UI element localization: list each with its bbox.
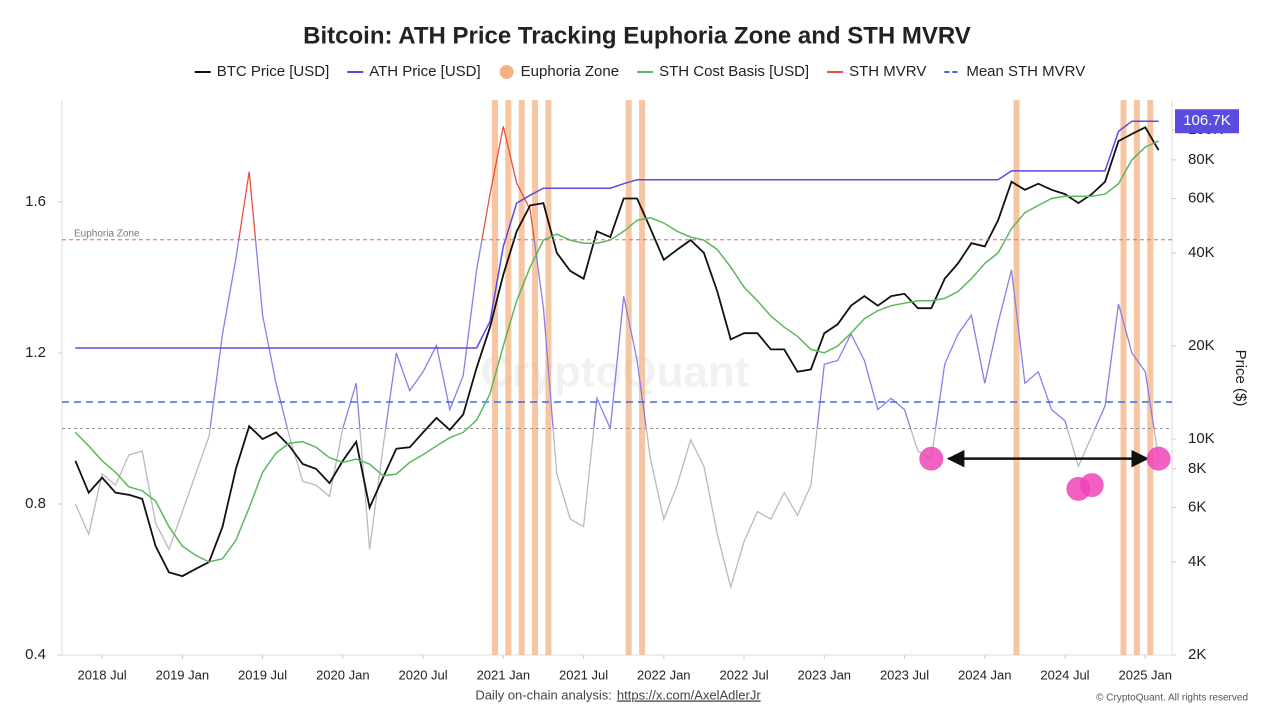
y-tick-label: 0.4 — [25, 646, 46, 663]
x-tick-label: 2020 Jul — [399, 667, 448, 682]
x-tick-label: 2020 Jan — [316, 667, 370, 682]
y2-tick-label: 4K — [1188, 553, 1206, 570]
x-tick-label: 2021 Jul — [559, 667, 608, 682]
footer-link: https://x.com/AxelAdlerJr — [617, 687, 761, 702]
y2-tick-label: 20K — [1188, 337, 1215, 354]
highlight-circle — [1146, 446, 1171, 471]
annotation-label: Euphoria Zone — [74, 228, 140, 239]
y-tick-label: 1.6 — [25, 193, 46, 210]
legend-swatch — [499, 65, 514, 79]
y2-tick-label: 60K — [1188, 189, 1215, 206]
x-tick-label: 2023 Jul — [880, 667, 929, 682]
chart-title: Bitcoin: ATH Price Tracking Euphoria Zon… — [303, 22, 971, 49]
watermark: CryptoQuant — [481, 348, 750, 397]
end-label: 106.7K — [1183, 112, 1231, 129]
y2-axis-label: Price ($) — [1232, 350, 1249, 407]
line-3 — [74, 140, 1159, 563]
euphoria-band — [1013, 100, 1020, 655]
x-tick-label: 2023 Jan — [798, 667, 852, 682]
y2-tick-label: 80K — [1188, 151, 1215, 168]
y-tick-label: 1.2 — [25, 344, 46, 361]
x-tick-label: 2024 Jan — [958, 667, 1012, 682]
x-tick-label: 2019 Jan — [156, 667, 210, 682]
x-tick-label: 2021 Jan — [477, 667, 531, 682]
y2-tick-label: 2K — [1188, 646, 1206, 663]
y2-tick-label: 40K — [1188, 244, 1215, 261]
x-tick-label: 2022 Jul — [719, 667, 768, 682]
euphoria-band — [518, 100, 525, 655]
line-0 — [74, 126, 1160, 578]
x-tick-label: 2019 Jul — [238, 667, 287, 682]
euphoria-band — [505, 100, 512, 655]
sth-mvrv-line-mid — [209, 239, 1155, 429]
euphoria-band — [639, 100, 646, 655]
y-tick-label: 0.8 — [25, 495, 46, 512]
euphoria-band — [1133, 100, 1140, 655]
euphoria-band — [532, 100, 539, 655]
legend-label: Euphoria Zone — [521, 63, 619, 80]
euphoria-band — [1147, 100, 1154, 655]
legend-label: Mean STH MVRV — [966, 63, 1085, 80]
line-1 — [75, 120, 1159, 349]
x-tick-label: 2018 Jul — [78, 667, 127, 682]
legend-label: BTC Price [USD] — [217, 63, 330, 80]
credit: © CryptoQuant. All rights reserved — [1096, 693, 1248, 704]
y2-tick-label: 8K — [1188, 460, 1206, 477]
y2-tick-label: 6K — [1188, 499, 1206, 516]
x-tick-label: 2024 Jul — [1040, 667, 1089, 682]
x-tick-label: 2025 Jan — [1119, 667, 1173, 682]
legend-label: ATH Price [USD] — [369, 63, 480, 80]
legend: BTC Price [USD] ATH Price [USD] Euphoria Z… — [194, 63, 1085, 80]
highlight-circle — [1079, 473, 1104, 498]
x-tick-label: 2022 Jan — [637, 667, 691, 682]
euphoria-band — [1120, 100, 1127, 655]
footer-text: Daily on-chain analysis: — [475, 687, 612, 702]
euphoria-band — [625, 100, 632, 655]
y2-tick-label: 10K — [1188, 430, 1215, 447]
highlight-circle — [919, 446, 944, 471]
legend-label: STH Cost Basis [USD] — [659, 63, 809, 80]
end-label-box — [1175, 109, 1239, 134]
legend-label: STH MVRV — [849, 63, 926, 80]
